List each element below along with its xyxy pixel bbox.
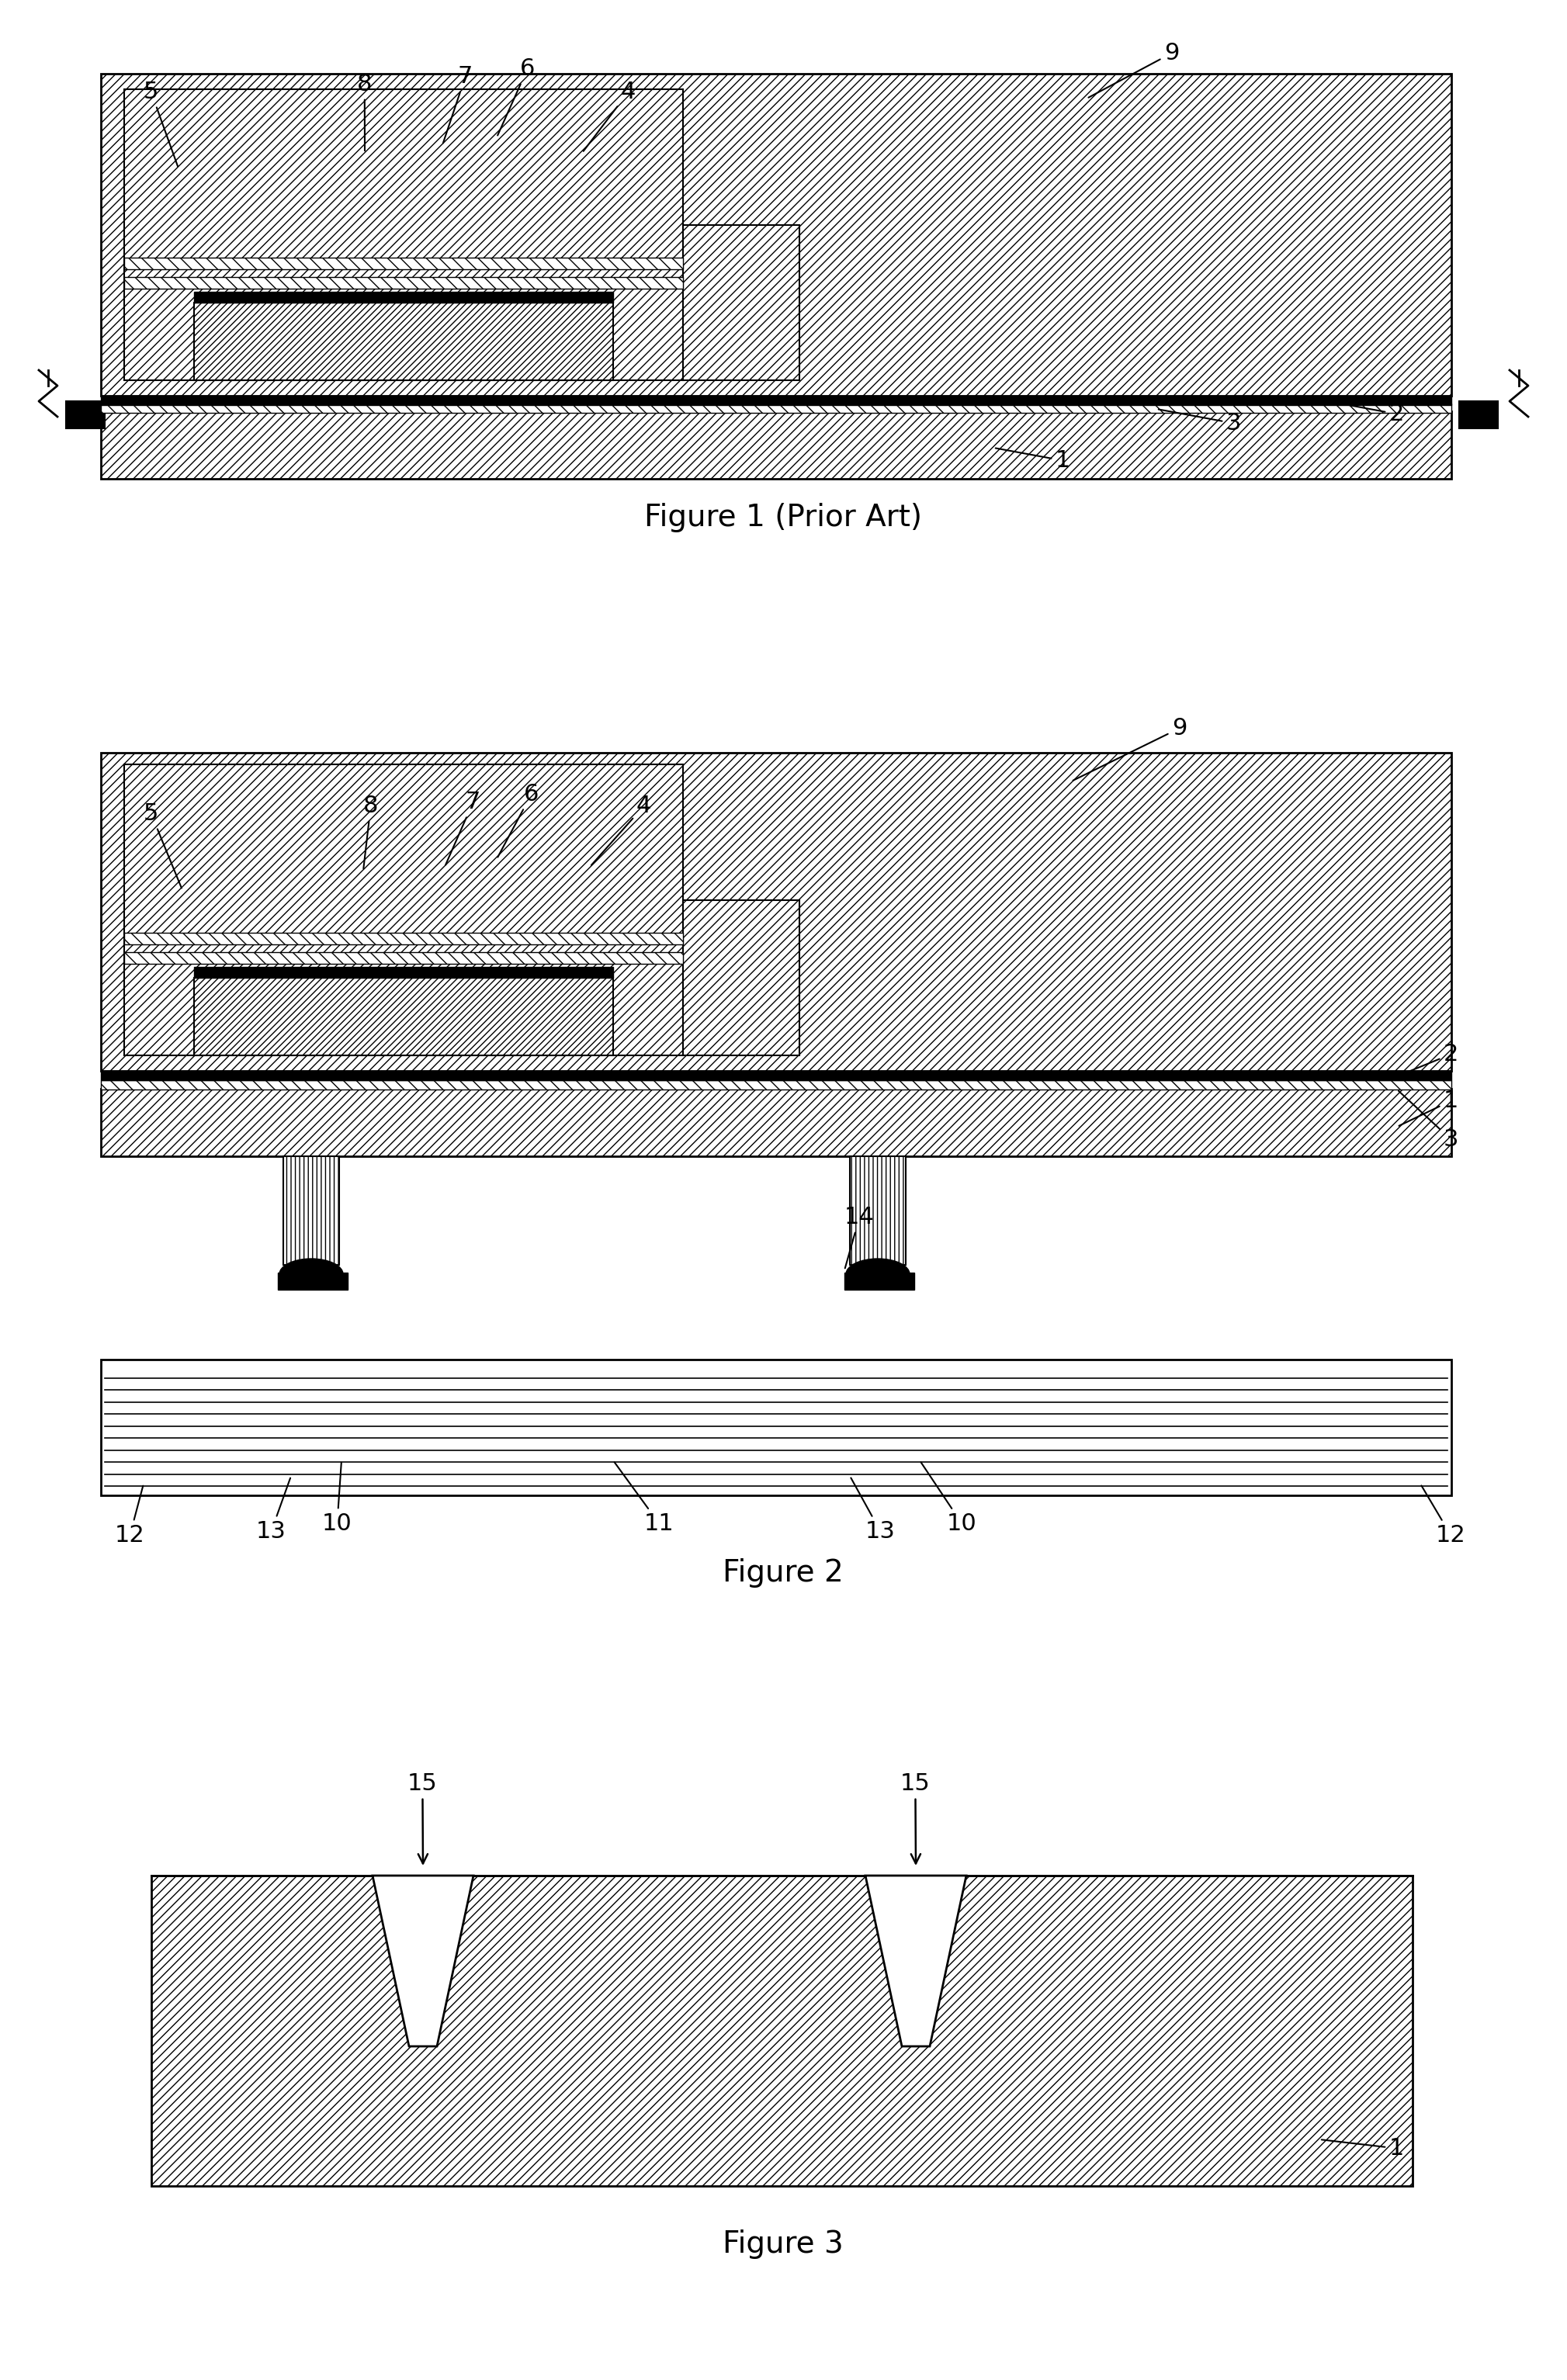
Bar: [100, 1088, 1451, 1157]
Text: 5: 5: [144, 802, 182, 888]
Bar: [100, 405, 1451, 412]
Text: 4: 4: [583, 81, 636, 152]
Ellipse shape: [279, 1259, 343, 1290]
Bar: [194, 966, 613, 978]
Bar: [683, 900, 799, 1054]
Text: 15: 15: [901, 1773, 931, 1864]
Text: 13: 13: [851, 1478, 896, 1542]
Text: Figure 1 (Prior Art): Figure 1 (Prior Art): [644, 502, 921, 533]
Text: 10: 10: [921, 1461, 976, 1535]
Text: 13: 13: [255, 1478, 290, 1542]
Text: 4: 4: [591, 795, 652, 866]
Bar: [100, 412, 1451, 478]
Bar: [683, 226, 799, 381]
Bar: [152, 1875, 1412, 2185]
Bar: [124, 257, 683, 269]
Bar: [100, 1081, 1451, 1090]
Bar: [849, 1157, 906, 1264]
Polygon shape: [865, 1875, 967, 2047]
Bar: [124, 952, 683, 964]
Text: 1: 1: [995, 447, 1070, 471]
Bar: [124, 276, 683, 288]
Text: 2: 2: [1399, 1042, 1459, 1076]
Bar: [124, 764, 683, 1054]
Bar: [100, 395, 1451, 405]
Text: 7: 7: [443, 64, 473, 143]
Text: 6: 6: [498, 783, 539, 857]
Bar: [124, 88, 683, 381]
Bar: [100, 74, 1451, 395]
Text: 1: 1: [1399, 1090, 1459, 1126]
Text: 2: 2: [1321, 400, 1404, 426]
Bar: [277, 1273, 348, 1290]
Text: 9: 9: [1089, 43, 1180, 98]
Text: 12: 12: [1421, 1485, 1465, 1547]
Bar: [1459, 402, 1498, 428]
Text: 14: 14: [845, 1207, 874, 1269]
Text: 11: 11: [614, 1461, 674, 1535]
Bar: [194, 302, 613, 381]
Bar: [194, 293, 613, 302]
Text: 15: 15: [407, 1773, 437, 1864]
Text: 1: 1: [1321, 2137, 1404, 2159]
Ellipse shape: [846, 1259, 909, 1290]
Bar: [100, 1359, 1451, 1495]
Bar: [845, 1273, 914, 1290]
Text: 3: 3: [1158, 409, 1241, 436]
Text: 6: 6: [498, 57, 534, 136]
Text: 7: 7: [445, 790, 481, 864]
Text: 9: 9: [1073, 716, 1186, 781]
Text: 12: 12: [114, 1485, 144, 1547]
Text: 8: 8: [364, 795, 378, 869]
Bar: [284, 1157, 338, 1264]
Bar: [124, 933, 683, 945]
Bar: [100, 1071, 1451, 1081]
Text: 3: 3: [1399, 1090, 1459, 1152]
Polygon shape: [373, 1875, 473, 2047]
Text: 10: 10: [323, 1464, 353, 1535]
Bar: [100, 752, 1451, 1071]
Text: Figure 3: Figure 3: [722, 2230, 843, 2259]
Bar: [194, 978, 613, 1054]
Bar: [66, 402, 105, 428]
Text: 8: 8: [357, 74, 371, 150]
Text: 5: 5: [144, 81, 177, 167]
Text: Figure 2: Figure 2: [722, 1559, 843, 1587]
